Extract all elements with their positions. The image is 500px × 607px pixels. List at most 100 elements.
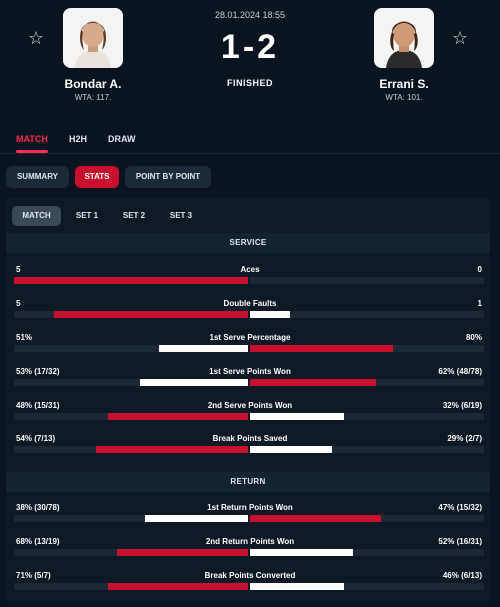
match-header: ☆ Bondar A. WTA: 117. 28.01.2024 18:55 1…	[0, 0, 500, 120]
stat-bar-home	[140, 379, 248, 386]
stat-name: Aces	[240, 265, 260, 274]
stat-bar-away-track	[250, 446, 484, 453]
main-tabs: MATCH H2H DRAW	[0, 128, 500, 154]
tab-h2h[interactable]: H2H	[69, 134, 88, 144]
stat-home-value: 5	[16, 299, 21, 308]
stat-bar-away-track	[250, 583, 484, 590]
stat-bar-away-track	[250, 311, 484, 318]
set-tabs: MATCH SET 1 SET 2 SET 3	[0, 206, 500, 226]
stat-name: 2nd Return Points Won	[205, 537, 295, 546]
set-tab-match[interactable]: MATCH	[12, 206, 61, 226]
stat-bar-away-track	[250, 413, 484, 420]
section-title: RETURN	[230, 477, 266, 486]
player-avatar-away[interactable]	[374, 8, 434, 68]
stat-bar-away	[250, 446, 332, 453]
stat-bar-away-track	[250, 345, 484, 352]
stat-bar-home	[159, 345, 248, 352]
stat-row: 71% (5/7) Break Points Converted 46% (6/13…	[0, 571, 500, 597]
stat-bar-home-track	[14, 583, 248, 590]
stat-away-value: 80%	[465, 333, 482, 342]
stat-row: 5 Aces 0	[0, 265, 500, 291]
set-tab-set-2[interactable]: SET 2	[122, 211, 146, 220]
stat-row: 48% (15/31) 2nd Serve Points Won 32% (6/19…	[0, 401, 500, 427]
match-status: FINISHED	[226, 78, 273, 88]
stat-bar-home	[108, 413, 248, 420]
stat-bar-away	[250, 515, 381, 522]
stat-bar-home-track	[14, 446, 248, 453]
stat-name: Break Points Converted	[204, 571, 296, 580]
stat-bar-away	[250, 311, 290, 318]
stat-home-value: 48% (15/31)	[16, 401, 60, 410]
player-name-away[interactable]: Errani S.	[379, 77, 429, 91]
match-date: 28.01.2024 18:55	[214, 10, 286, 20]
match-score: 1-2	[220, 28, 280, 66]
stat-bar-home-track	[14, 549, 248, 556]
stat-name: 1st Serve Points Won	[209, 367, 291, 376]
stat-bar-home-track	[14, 277, 248, 284]
stat-bar-home	[96, 446, 248, 453]
stat-away-value: 52% (16/31)	[438, 537, 482, 546]
stat-bar-home	[108, 583, 248, 590]
stat-row: 54% (7/13) Break Points Saved 29% (2/7)	[0, 434, 500, 460]
stat-away-value: 62% (48/78)	[438, 367, 482, 376]
stat-bar-home-track	[14, 379, 248, 386]
stat-bar-home-track	[14, 311, 248, 318]
stat-home-value: 51%	[16, 333, 33, 342]
stat-name: Double Faults	[223, 299, 277, 308]
stat-row: 5 Double Faults 1	[0, 299, 500, 325]
stat-bar-home-track	[14, 515, 248, 522]
stat-home-value: 5	[16, 265, 21, 274]
player-name-home[interactable]: Bondar A.	[64, 77, 122, 91]
sub-tabs: SUMMARY STATS POINT BY POINT	[0, 166, 500, 188]
stat-home-value: 53% (17/32)	[16, 367, 60, 376]
stat-away-value: 29% (2/7)	[447, 434, 482, 443]
stat-row: 68% (13/19) 2nd Return Points Won 52% (16/…	[0, 537, 500, 563]
stat-bar-away	[250, 413, 344, 420]
stat-bar-away-track	[250, 515, 484, 522]
favorite-star-icon-away[interactable]: ☆	[451, 28, 469, 48]
stats-panel	[6, 198, 490, 603]
stat-bar-away	[250, 379, 376, 386]
subtab-summary[interactable]: SUMMARY	[6, 166, 69, 188]
tab-draw[interactable]: DRAW	[108, 134, 136, 144]
tab-match[interactable]: MATCH	[16, 134, 48, 144]
stat-bar-away-track	[250, 379, 484, 386]
stat-bar-away	[250, 549, 353, 556]
stat-home-value: 68% (13/19)	[16, 537, 60, 546]
stat-row: 38% (30/78) 1st Return Points Won 47% (15/…	[0, 503, 500, 529]
favorite-star-icon-home[interactable]: ☆	[27, 28, 45, 48]
section-title: SERVICE	[229, 238, 267, 247]
stat-row: 51% 1st Serve Percentage 80%	[0, 333, 500, 359]
stat-name: 1st Serve Percentage	[209, 333, 291, 342]
stat-bar-away	[250, 345, 393, 352]
stat-row: 53% (17/32) 1st Serve Points Won 62% (48/7…	[0, 367, 500, 393]
stat-bar-home	[145, 515, 248, 522]
stat-bar-home-track	[14, 345, 248, 352]
stat-bar-away-track	[250, 277, 484, 284]
stat-bar-home	[117, 549, 248, 556]
subtab-point-by-point[interactable]: POINT BY POINT	[125, 166, 211, 188]
stat-away-value: 47% (15/32)	[438, 503, 482, 512]
stat-away-value: 46% (6/13)	[442, 571, 482, 580]
player-rank-home: WTA: 117.	[74, 93, 112, 102]
player-rank-away: WTA: 101.	[385, 93, 423, 102]
stat-home-value: 38% (30/78)	[16, 503, 60, 512]
stat-bar-home	[54, 311, 248, 318]
stat-away-value: 1	[477, 299, 482, 308]
stat-name: Break Points Saved	[212, 434, 288, 443]
subtab-stats[interactable]: STATS	[75, 166, 119, 188]
stat-home-value: 71% (5/7)	[16, 571, 51, 580]
player-avatar-home[interactable]	[63, 8, 123, 68]
stat-away-value: 32% (6/19)	[442, 401, 482, 410]
stat-bar-home-track	[14, 413, 248, 420]
stat-bar-home	[14, 277, 248, 284]
stat-home-value: 54% (7/13)	[16, 434, 56, 443]
stat-bar-away	[250, 583, 344, 590]
section-header: SERVICE	[6, 233, 490, 253]
set-tab-set-3[interactable]: SET 3	[169, 211, 193, 220]
set-tab-set-1[interactable]: SET 1	[75, 211, 99, 220]
stat-name: 2nd Serve Points Won	[207, 401, 293, 410]
stat-name: 1st Return Points Won	[207, 503, 293, 512]
section-header: RETURN	[6, 472, 490, 492]
stat-bar-away-track	[250, 549, 484, 556]
